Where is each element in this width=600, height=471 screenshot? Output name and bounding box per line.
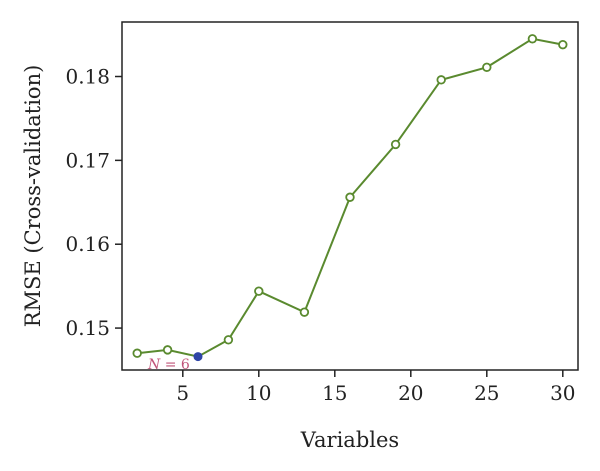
optimal-n-annotation: N = 6 xyxy=(147,357,190,373)
data-point xyxy=(390,139,401,150)
data-point xyxy=(299,307,310,317)
data-point xyxy=(345,192,355,202)
series-layer xyxy=(132,34,568,362)
y-tick-label: 0.16 xyxy=(65,232,110,256)
data-point xyxy=(558,39,568,50)
x-axis-title: Variables xyxy=(300,428,399,452)
x-tick-label: 20 xyxy=(398,381,423,405)
annotation-variable: N xyxy=(147,357,161,373)
x-tick-label: 15 xyxy=(322,381,347,405)
data-point xyxy=(254,286,264,296)
x-tick-label: 30 xyxy=(550,381,575,405)
plot-frame xyxy=(121,21,579,371)
series-line xyxy=(137,37,563,358)
x-tick-label: 10 xyxy=(246,381,271,405)
data-point xyxy=(162,345,173,355)
y-axis: 0.15 0.16 0.17 0.18 xyxy=(65,65,122,340)
annotation-value: = 6 xyxy=(160,357,190,373)
data-point xyxy=(223,335,234,345)
y-axis-title: RMSE (Cross-validation) xyxy=(21,65,45,328)
x-tick-label: 5 xyxy=(176,381,189,405)
data-point xyxy=(527,34,538,44)
data-point xyxy=(436,75,446,85)
y-tick-label: 0.15 xyxy=(65,316,110,340)
data-point xyxy=(482,62,492,72)
optimal-point xyxy=(193,352,203,362)
x-tick-label: 25 xyxy=(474,381,499,405)
x-axis: 5 10 15 20 25 30 xyxy=(176,370,576,405)
data-point xyxy=(132,348,142,358)
y-tick-label: 0.17 xyxy=(65,148,110,172)
y-tick-label: 0.18 xyxy=(65,65,110,89)
